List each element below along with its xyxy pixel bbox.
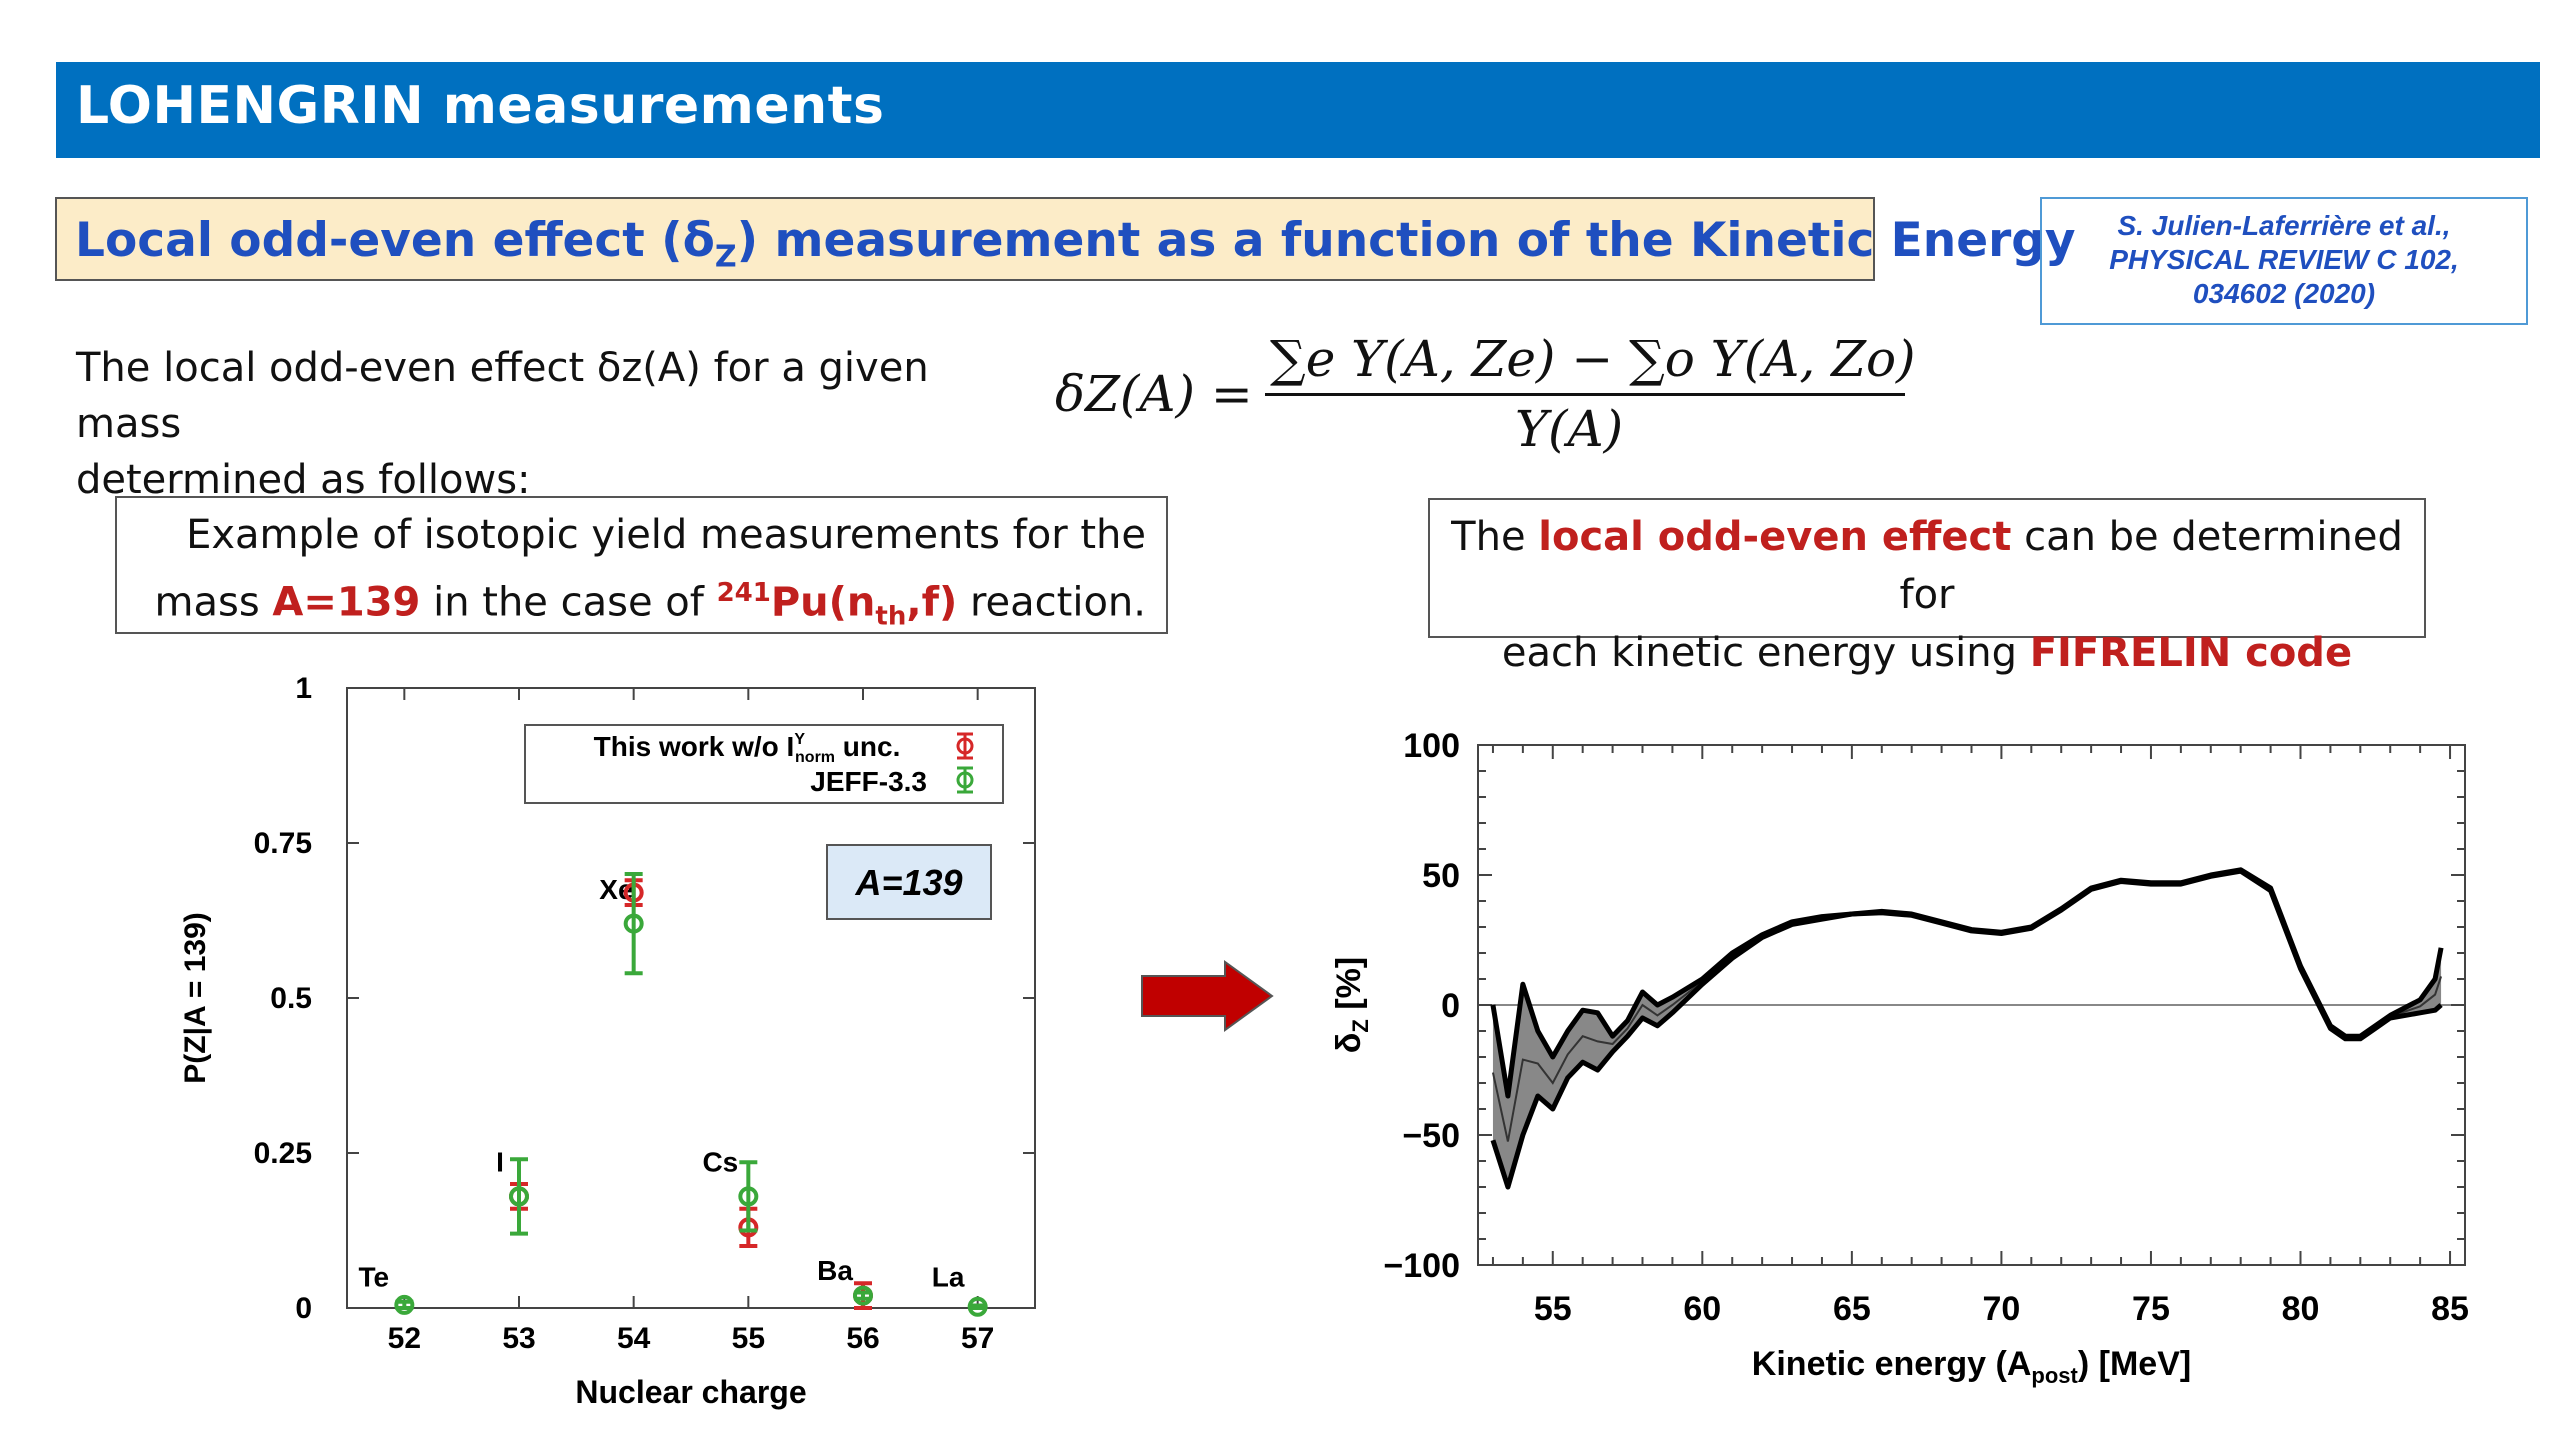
left-callout-line-1: Example of isotopic yield measurements f… (186, 512, 1146, 558)
y-tick-label: 0.5 (270, 982, 312, 1015)
reference-authors: S. Julien-Laferrière et al., (2117, 210, 2451, 241)
formula-lhs: δZ(A) = (1055, 365, 1253, 423)
y-tick-label: 0.75 (254, 827, 312, 860)
jeff-point (967, 1296, 988, 1317)
odd-even-effect-chart: 55 60 65 70 75 80 85 −100 −50 0 50 100 Kinetic energ… (1330, 727, 2469, 1388)
left-callout: Example of isotopic yield measurements f… (115, 496, 1168, 634)
element-label-i: I (496, 1147, 504, 1178)
right-callout: The local odd-even effect can be determi… (1428, 498, 2426, 676)
jeff-point (394, 1294, 415, 1315)
element-label-ba: Ba (817, 1255, 853, 1286)
legend-box (524, 724, 1004, 804)
x-tick-label: 57 (961, 1322, 994, 1355)
intro-line-1: The local odd-even effect δz(A) for a gi… (76, 345, 929, 447)
subtitle-text: Local odd-even effect (δZ) measurement a… (75, 213, 2076, 275)
y-tick-label: −50 (1402, 1117, 1460, 1155)
x-tick-label: 85 (2431, 1290, 2469, 1328)
x-tick-label: 80 (2282, 1290, 2320, 1328)
upper-curve (1490, 867, 2444, 1099)
intro-text: The local odd-even effect δz(A) for a gi… (76, 340, 1036, 508)
left-callout-line-2: mass A=139 in the case of 241Pu(nth,f) r… (154, 578, 1146, 632)
right-callout-line-2: each kinetic energy using FIFRELIN code (1501, 630, 2353, 676)
page-title: LOHENGRIN measurements (76, 76, 885, 136)
x-tick-label: 75 (2132, 1290, 2170, 1328)
lower-curve (1490, 868, 2443, 1190)
y-tick-label: 0 (1441, 987, 1460, 1025)
x-axis-label: Kinetic energy (Apost) [MeV] (1752, 1345, 2191, 1388)
right-arrow-icon (1141, 960, 1274, 1032)
y-tick-label: −100 (1383, 1247, 1460, 1285)
jeff-point (623, 872, 644, 976)
formula-fraction-bar (1265, 393, 1905, 396)
x-tick-label: 56 (846, 1322, 879, 1355)
legend: This work w/o IY norm unc.JEFF-3.3 (524, 724, 1004, 804)
jeff-point (738, 1160, 759, 1233)
legend-marker-jeff (956, 766, 974, 794)
right-callout-line-1: The local odd-even effect can be determi… (1451, 514, 2403, 618)
x-tick-label: 55 (1534, 1290, 1572, 1328)
title-bar: LOHENGRIN measurements (56, 62, 2540, 158)
x-tick-label: 65 (1833, 1290, 1871, 1328)
annotation-box (826, 844, 992, 920)
reference-journal: PHYSICAL REVIEW C 102, (2109, 244, 2459, 275)
x-tick-label: 53 (502, 1322, 535, 1355)
annotation-label: A=139 (854, 862, 962, 903)
y-tick-label: 0 (295, 1292, 312, 1325)
x-tick-label: 70 (1982, 1290, 2020, 1328)
element-label-cs: Cs (702, 1147, 738, 1178)
x-tick-label: 52 (388, 1322, 421, 1355)
jeff-point (853, 1285, 873, 1306)
legend-entry-jeff: JEFF-3.3 (810, 766, 927, 797)
x-tick-label: 55 (732, 1322, 765, 1355)
formula-denominator: Y(A) (1515, 400, 1624, 458)
intro-line-2: determined as follows: (76, 457, 531, 503)
jeff-point (509, 1157, 529, 1236)
element-label-la: La (932, 1261, 965, 1292)
subtitle-box: Local odd-even effect (δZ) measurement a… (55, 197, 2076, 281)
y-tick-label: 1 (295, 672, 312, 705)
element-label-te: Te (358, 1261, 389, 1292)
y-axis-label: δZ [%] (1330, 957, 1373, 1053)
x-tick-label: 60 (1683, 1290, 1721, 1328)
isotopic-yield-chart: 52 53 54 55 56 57 0 0.25 0.5 0.75 1 Nuclear charge P… (179, 672, 1036, 1410)
y-tick-label: 100 (1403, 727, 1460, 765)
legend-marker-this-work (956, 732, 974, 760)
odd-even-formula: δZ(A) = ∑e Y(A, Ze) − ∑o Y(A, Zo) Y(A) (1055, 320, 1916, 460)
formula-numerator: ∑e Y(A, Ze) − ∑o Y(A, Zo) (1270, 330, 1916, 388)
x-tick-label: 54 (617, 1322, 651, 1355)
y-tick-label: 0.25 (254, 1137, 312, 1170)
y-axis-label: P(Z|A = 139) (179, 912, 212, 1084)
reference-box: S. Julien-Laferrière et al., PHYSICAL RE… (2040, 197, 2528, 325)
y-tick-label: 50 (1422, 857, 1460, 895)
legend-entry-this-work: This work w/o IY norm unc. (594, 731, 901, 766)
x-axis-label: Nuclear charge (575, 1374, 806, 1410)
reference-number: 034602 (2020) (2192, 278, 2376, 309)
